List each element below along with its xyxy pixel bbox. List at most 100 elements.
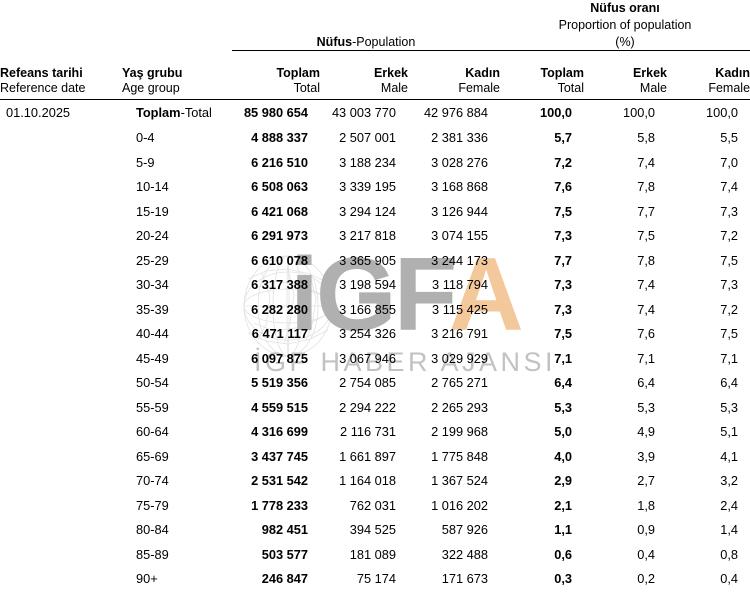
cell-pct-total: 2,9	[554, 473, 572, 488]
cell-pop-female: 3 244 173	[431, 252, 488, 268]
cell-reference-date	[0, 224, 122, 249]
cell-pct-female: 5,1	[720, 424, 739, 439]
cell-age-group: 45-49	[136, 350, 169, 366]
cell-pop-male: 2 507 001	[339, 130, 396, 145]
cell-pct-total: 7,3	[554, 277, 572, 292]
table-row: 30-34 6 317 388 3 198 594 3 118 794 7,3 7,4 7,…	[0, 273, 750, 298]
table-row: 35-39 6 282 280 3 166 855 3 115 425 7,3 7,4 7,…	[0, 298, 750, 323]
cell-pct-female: 3,2	[720, 473, 739, 488]
table-row: 15-19 6 421 068 3 294 124 3 126 944 7,5 7,7 7,…	[0, 200, 750, 225]
cell-pct-male: 5,8	[637, 130, 655, 145]
cell-pct-male: 7,1	[637, 350, 655, 366]
cell-pct-female: 0,4	[720, 571, 739, 586]
spanner-population: Nüfus-Population	[232, 33, 500, 51]
spanner-ratio-en: Proportion of population	[500, 16, 750, 33]
cell-pop-total: 6 317 388	[251, 277, 308, 292]
cell-pct-total: 5,0	[554, 424, 572, 439]
cell-pct-female: 7,5	[720, 326, 739, 341]
cell-pct-total: 7,2	[554, 154, 572, 170]
cell-age-group: 55-59	[136, 399, 169, 415]
cell-pop-male: 3 217 818	[339, 228, 396, 243]
spanner-ratio-en-label: Proportion of population	[558, 18, 692, 32]
cell-age-group: 50-54	[136, 375, 169, 390]
cell-age-group: Toplam-Total	[136, 105, 212, 120]
cell-reference-date	[0, 151, 122, 176]
cell-pop-female: 3 074 155	[431, 228, 488, 243]
col-header-pop-male: Erkek Male	[320, 51, 408, 97]
cell-reference-date	[0, 126, 122, 151]
spanner-blank-1	[0, 0, 232, 16]
spanner-row-3: Nüfus-Population (%)	[0, 33, 750, 51]
cell-pop-male: 2 294 222	[339, 399, 396, 415]
cell-pop-female: 2 199 968	[431, 424, 488, 439]
cell-pct-male: 4,9	[637, 424, 655, 439]
col-header-pct-female-en: Female	[708, 81, 750, 95]
cell-reference-date	[0, 175, 122, 200]
cell-pct-male: 7,4	[637, 277, 655, 292]
table-row: 65-69 3 437 745 1 661 897 1 775 848 4,0 3,9 4,…	[0, 445, 750, 470]
spanner-blank-5	[0, 33, 232, 51]
col-header-pop-female: Kadın Female	[408, 51, 500, 97]
cell-pop-total: 6 216 510	[251, 154, 308, 170]
table-row: 01.10.2025 Toplam-Total 85 980 654 43 003 7…	[0, 100, 750, 127]
table-row: 90+ 246 847 75 174 171 673 0,3 0,2 0,4	[0, 567, 750, 592]
cell-pop-male: 3 198 594	[339, 277, 396, 292]
cell-age-group: 5-9	[136, 154, 155, 170]
cell-pop-total: 503 577	[261, 546, 308, 562]
spanner-population-tr: Nüfus	[316, 35, 353, 49]
cell-pop-total: 6 508 063	[251, 179, 308, 194]
cell-age-group: 35-39	[136, 301, 169, 317]
cell-pct-male: 0,4	[637, 546, 655, 562]
cell-reference-date	[0, 396, 122, 421]
cell-pct-male: 7,4	[637, 154, 655, 170]
cell-reference-date	[0, 494, 122, 519]
cell-age-group: 70-74	[136, 473, 169, 488]
column-header-row: Refeans tarihi Reference date Yaş grubu Ag…	[0, 51, 750, 97]
table-row: 60-64 4 316 699 2 116 731 2 199 968 5,0 4,9 5,…	[0, 420, 750, 445]
cell-pop-total: 6 610 078	[251, 252, 308, 268]
cell-reference-date	[0, 445, 122, 470]
col-header-pop-female-en: Female	[458, 81, 500, 95]
col-header-pop-male-tr: Erkek	[373, 66, 408, 80]
table-row: 25-29 6 610 078 3 365 905 3 244 173 7,7 7,8 7,…	[0, 249, 750, 274]
cell-pop-total: 982 451	[261, 522, 308, 537]
cell-age-group: 10-14	[136, 179, 169, 194]
cell-pop-total: 1 778 233	[251, 497, 308, 513]
cell-age-group: 85-89	[136, 546, 169, 562]
spanner-row-2: Proportion of population	[0, 16, 750, 33]
cell-pct-male: 7,4	[637, 301, 655, 317]
col-header-reference-date: Refeans tarihi Reference date	[0, 51, 122, 97]
col-header-pop-total-en: Total	[293, 81, 320, 95]
cell-pop-female: 3 115 425	[432, 301, 488, 317]
cell-pop-female: 171 673	[441, 571, 488, 586]
cell-pct-female: 5,5	[720, 130, 739, 145]
table-row: 70-74 2 531 542 1 164 018 1 367 524 2,9 2,7 3,…	[0, 469, 750, 494]
col-header-pop-total-tr: Toplam	[276, 66, 320, 80]
cell-pct-female: 7,3	[720, 203, 739, 219]
cell-pop-total: 6 097 875	[251, 350, 308, 366]
table-row: 80-84 982 451 394 525 587 926 1,1 0,9 1,4	[0, 518, 750, 543]
cell-pop-total: 5 519 356	[251, 375, 308, 390]
cell-age-group: 75-79	[136, 497, 169, 513]
col-header-age-group-en: Age group	[122, 81, 180, 95]
col-header-age-group-tr: Yaş grubu	[122, 66, 183, 80]
col-header-pct-male: Erkek Male	[584, 51, 667, 97]
col-header-pct-male-tr: Erkek	[632, 66, 667, 80]
table-row: 0-4 4 888 337 2 507 001 2 381 336 5,7 5,8 5,5	[0, 126, 750, 151]
cell-pop-male: 2 116 731	[340, 424, 396, 439]
cell-age-group: 25-29	[136, 252, 169, 268]
cell-pop-total: 6 421 068	[251, 203, 308, 219]
cell-pop-female: 3 168 868	[431, 179, 488, 194]
cell-pct-male: 1,8	[637, 497, 655, 513]
spanner-ratio-unit-label: (%)	[615, 35, 635, 49]
cell-pop-total: 246 847	[261, 571, 308, 586]
cell-pop-male: 3 294 124	[339, 203, 396, 219]
spanner-blank-4	[232, 16, 500, 33]
cell-pct-total: 5,3	[554, 399, 572, 415]
cell-pop-male: 3 067 946	[339, 350, 396, 366]
cell-pop-male: 75 174	[356, 571, 396, 586]
spanner-blank-2	[232, 0, 500, 16]
cell-pop-female: 2 381 336	[431, 130, 488, 145]
col-header-age-group: Yaş grubu Age group	[122, 51, 232, 97]
